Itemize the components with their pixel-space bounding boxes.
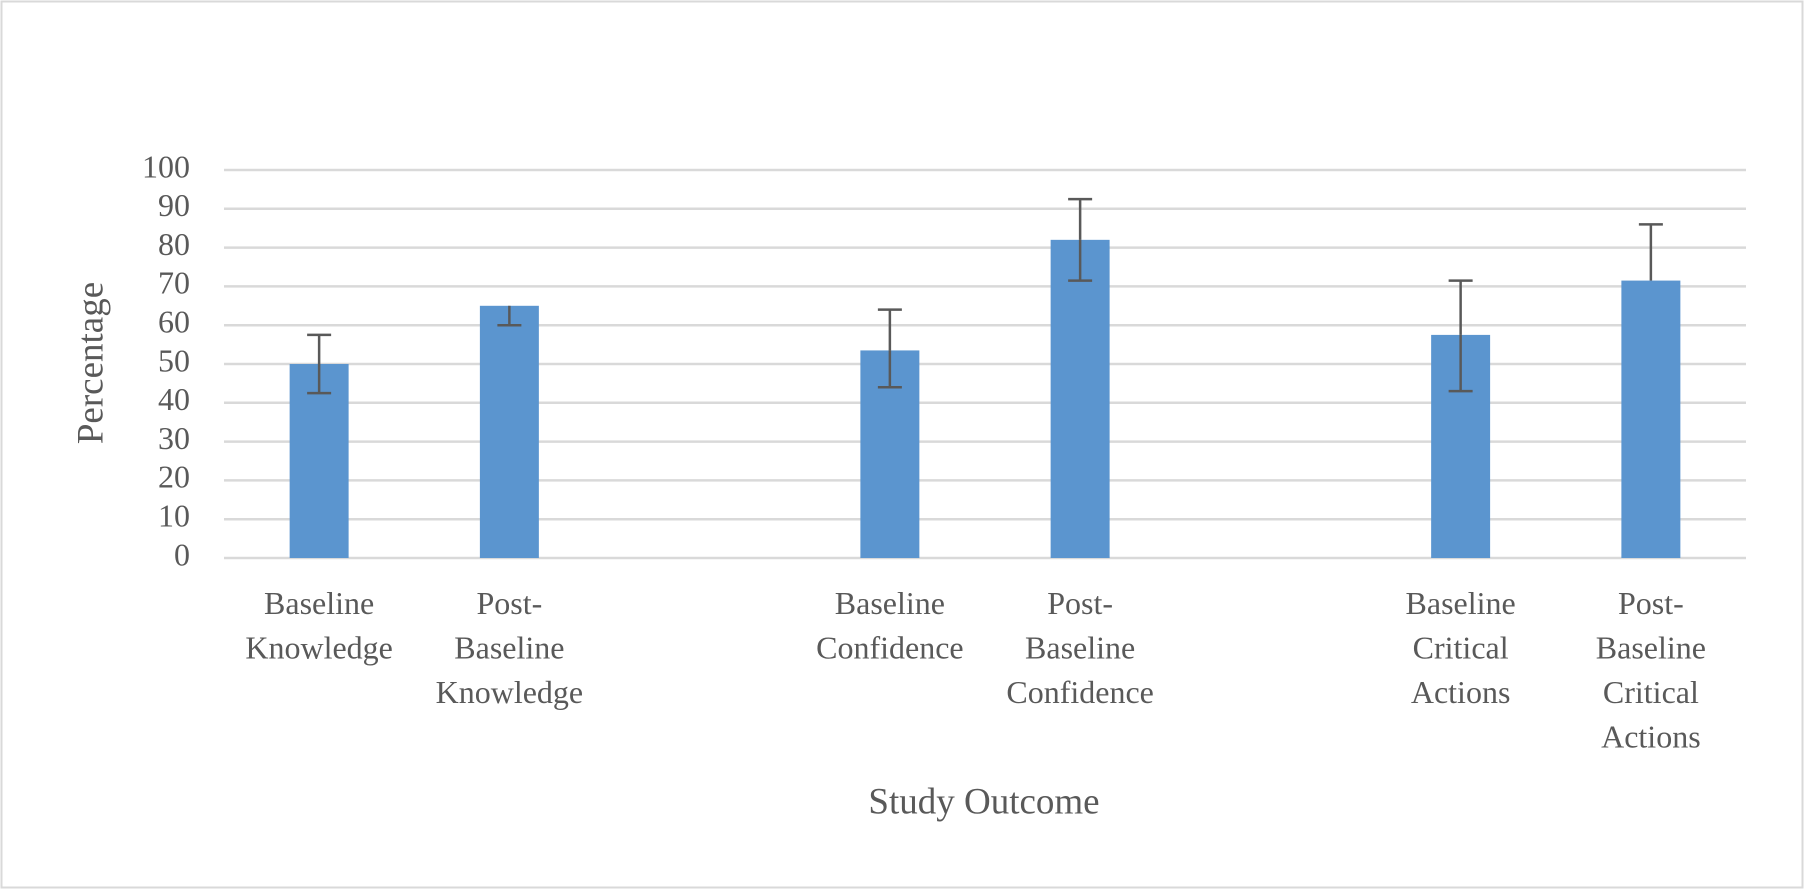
x-tick-label-line: Post- [476, 585, 542, 621]
x-tick-label-line: Baseline [264, 585, 374, 621]
y-tick-label: 60 [158, 304, 190, 340]
y-tick-label: 90 [158, 187, 190, 223]
y-tick-label: 100 [142, 148, 190, 184]
x-tick-label-line: Critical [1603, 674, 1699, 710]
bar [1621, 280, 1681, 558]
y-tick-label: 40 [158, 381, 190, 417]
y-tick-label: 20 [158, 459, 190, 495]
x-tick-label-line: Actions [1601, 719, 1701, 755]
x-tick-label: Baseline Critical Actions [1406, 585, 1516, 710]
x-tick-label-line: Post- [1618, 585, 1684, 621]
x-tick-label-line: Baseline [454, 630, 564, 666]
y-axis-title: Percentage [70, 282, 111, 444]
x-tick-label-line: Baseline [1406, 585, 1516, 621]
x-tick-label: Baseline Knowledge [245, 585, 393, 666]
y-tick-label: 30 [158, 420, 190, 456]
y-tick-label: 0 [174, 536, 190, 572]
x-tick-label-line: Confidence [816, 630, 964, 666]
x-tick-label-line: Knowledge [245, 630, 393, 666]
x-tick-label: Post- Baseline Critical Actions [1596, 585, 1706, 755]
bar [289, 364, 349, 558]
bar [1050, 239, 1110, 558]
x-tick-label-line: Baseline [1025, 630, 1135, 666]
x-tick-label-line: Actions [1411, 674, 1511, 710]
x-tick-label-line: Knowledge [436, 674, 584, 710]
y-tick-label: 70 [158, 265, 190, 301]
y-tick-label: 10 [158, 498, 190, 534]
x-axis-title: Study Outcome [868, 781, 1099, 822]
x-tick-label-line: Baseline [835, 585, 945, 621]
x-tick-label-line: Baseline [1596, 630, 1706, 666]
y-tick-label: 50 [158, 342, 190, 378]
x-tick-label-line: Critical [1413, 630, 1509, 666]
x-tick-label: Post- Baseline Confidence [1006, 585, 1154, 710]
x-tick-label: Post- Baseline Knowledge [436, 585, 584, 710]
x-tick-label-line: Post- [1047, 585, 1113, 621]
y-tick-label: 80 [158, 226, 190, 262]
x-tick-label: Baseline Confidence [816, 585, 964, 666]
x-tick-label-line: Confidence [1006, 674, 1154, 710]
bar [479, 305, 539, 558]
